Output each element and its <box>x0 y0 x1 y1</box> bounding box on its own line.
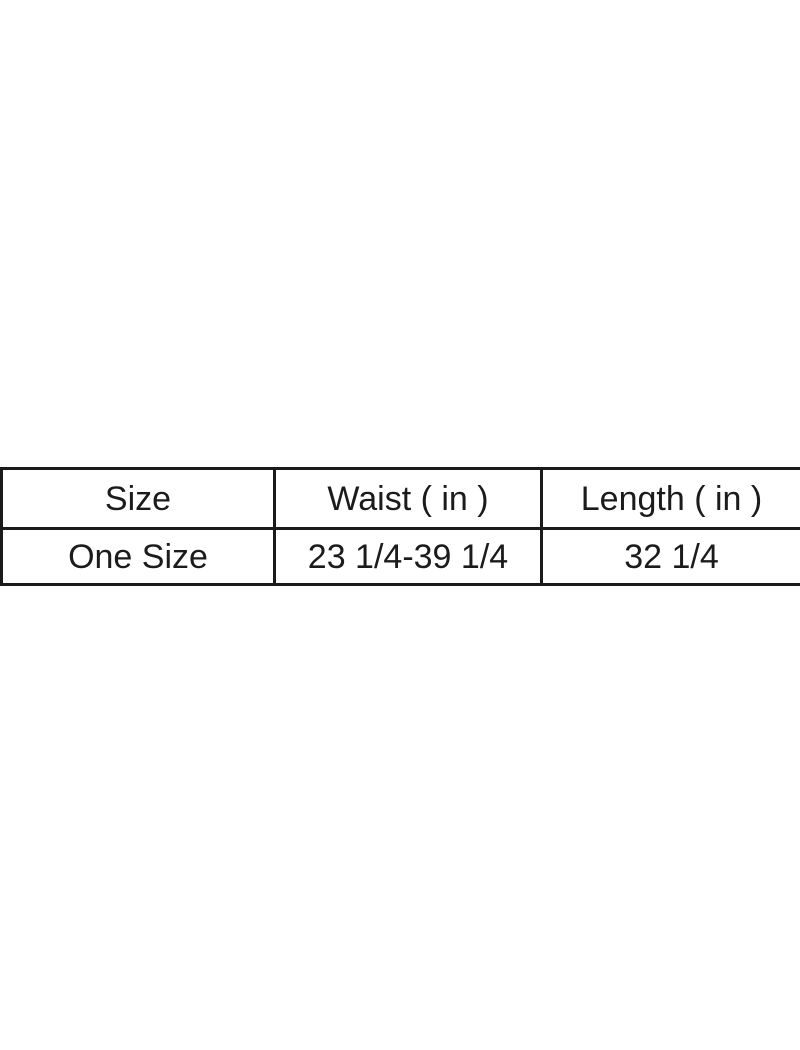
cell-size-value: One Size <box>0 527 276 586</box>
column-header-waist: Waist ( in ) <box>273 467 543 530</box>
size-chart-table: Size Waist ( in ) Length ( in ) One Size… <box>0 467 800 586</box>
cell-length-value: 32 1/4 <box>540 527 800 586</box>
table-row: One Size 23 1/4-39 1/4 32 1/4 <box>0 527 800 586</box>
header-row: Size Waist ( in ) Length ( in ) <box>0 467 800 530</box>
cell-waist-value: 23 1/4-39 1/4 <box>273 527 543 586</box>
column-header-length: Length ( in ) <box>540 467 800 530</box>
column-header-size: Size <box>0 467 276 530</box>
